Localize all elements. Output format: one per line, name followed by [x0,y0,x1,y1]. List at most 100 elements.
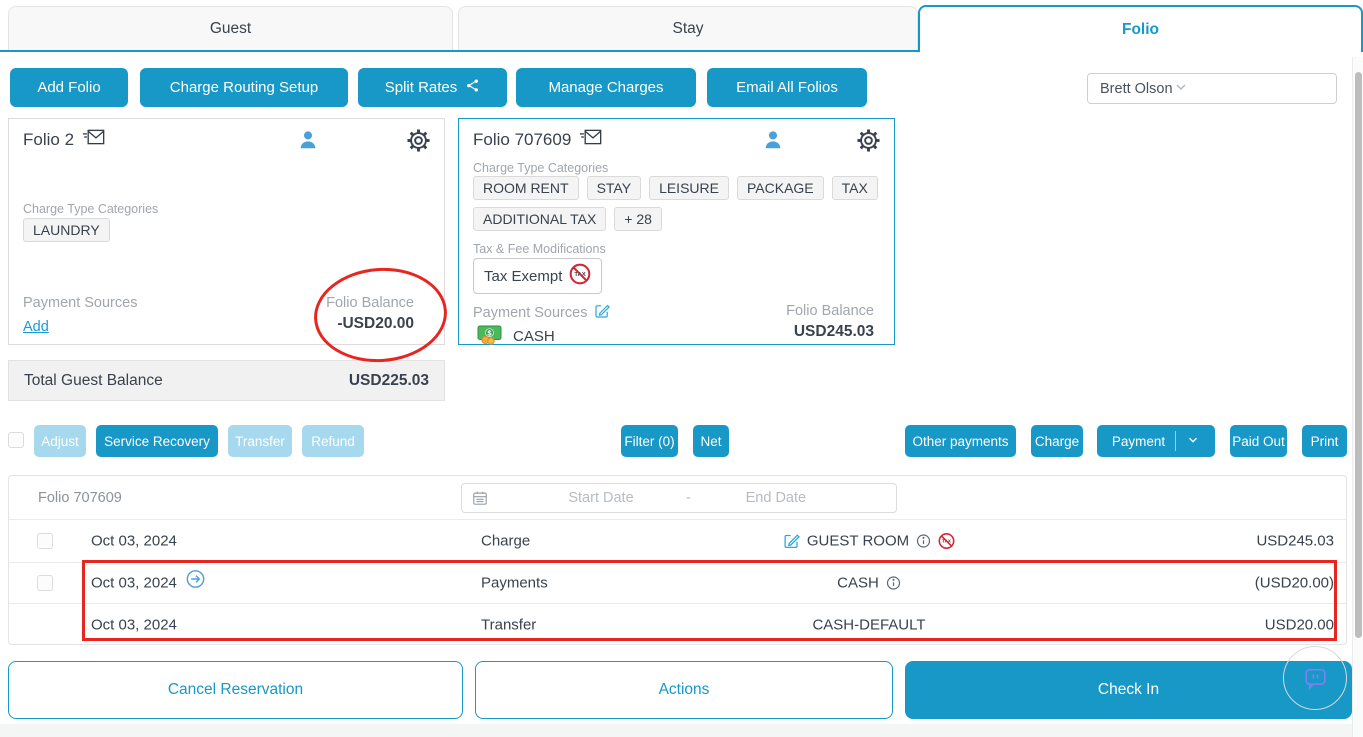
row-checkbox[interactable] [37,575,53,591]
tab-stay[interactable]: Stay [458,6,918,50]
tab-folio-label: Folio [1121,20,1160,38]
tax-exempt-icon: TAX [938,533,955,550]
payment-sources-text: Payment Sources [473,305,588,321]
add-folio-button[interactable]: Add Folio [10,68,128,107]
edit-icon[interactable] [594,303,611,323]
tax-exempt-chip: Tax Exempt TAX [473,258,603,294]
other-payments-label: Other payments [912,433,1009,449]
folio-balance-label: Folio Balance [786,303,874,319]
check-in-button[interactable]: Check In [905,661,1352,719]
tab-guest[interactable]: Guest [8,6,453,50]
print-label: Print [1310,433,1339,449]
end-date-input[interactable] [690,490,861,506]
net-button[interactable]: Net [693,425,729,457]
split-rates-label: Split Rates [384,79,458,96]
gear-icon[interactable] [405,127,432,159]
payment-button[interactable]: Payment [1097,425,1215,457]
transactions-table: Folio 707609 - Oct 03, 2024 Charge GUEST… [8,475,1347,645]
service-recovery-button[interactable]: Service Recovery [96,425,218,457]
actions-button[interactable]: Actions [475,661,893,719]
manage-charges-label: Manage Charges [548,79,664,96]
calendar-icon[interactable] [472,490,488,506]
person-icon[interactable] [297,129,319,156]
folio-balance: Folio Balance USD245.03 [786,303,874,341]
payment-label: Payment [1111,433,1166,449]
guest-selector-value: Brett Olson [1100,80,1173,97]
adjust-button[interactable]: Adjust [34,425,86,457]
guest-selector[interactable]: Brett Olson [1087,73,1337,104]
folio-title-text: Folio 707609 [473,129,572,149]
folio-card-title: Folio 707609 [473,129,602,150]
charge-routing-setup-button[interactable]: Charge Routing Setup [140,68,348,107]
table-row-transfer: Oct 03, 2024 Transfer CASH-DEFAULT USD20… [9,604,1346,645]
manage-charges-button[interactable]: Manage Charges [516,68,696,107]
filter-label: Filter (0) [624,433,675,449]
row-checkbox[interactable] [37,533,53,549]
refund-label: Refund [311,433,355,449]
split-rates-button[interactable]: Split Rates [358,68,507,107]
net-label: Net [700,433,722,449]
payment-split-divider [1175,431,1177,451]
circle-arrow-icon[interactable] [186,570,205,589]
charge-button[interactable]: Charge [1031,425,1083,457]
cash-icon: $ [477,324,504,349]
payment-sources-label: Payment Sources [473,303,611,323]
other-payments-button[interactable]: Other payments [905,425,1016,457]
table-folio-label: Folio 707609 [38,489,122,506]
transfer-button[interactable]: Transfer [228,425,292,457]
cancel-reservation-button[interactable]: Cancel Reservation [8,661,463,719]
person-icon[interactable] [762,129,784,156]
gear-icon[interactable] [855,127,882,159]
tax-exempt-label: Tax Exempt [484,267,563,285]
envelope-icon[interactable] [82,129,105,150]
category-chip-list: ROOM RENT STAY LEISURE PACKAGE TAX ADDITIONAL… [473,176,880,231]
row-description: GUEST ROOM TAX [649,533,1089,550]
folio-card-2: Folio 2 Charge Type Categories LAUNDRY P… [8,118,445,345]
folio-balance-value: -USD20.00 [337,315,414,332]
info-icon[interactable] [916,534,931,549]
add-payment-source-link[interactable]: Add [23,319,49,335]
folio-title-text: Folio 2 [23,129,75,149]
charge-routing-label: Charge Routing Setup [169,79,319,96]
row-date: Oct 03, 2024 [91,570,205,593]
row-date: Oct 03, 2024 [91,616,177,633]
chevron-down-icon[interactable] [1186,433,1200,450]
category-chip: TAX [831,176,878,200]
cancel-reservation-label: Cancel Reservation [167,681,304,698]
row-date-text: Oct 03, 2024 [91,574,177,592]
row-type: Payments [481,574,548,592]
total-guest-balance-value: USD225.03 [348,371,429,389]
tax-exempt-icon: TAX [569,263,591,289]
scrollbar-thumb[interactable] [1355,72,1362,638]
transactions-table-header: Folio 707609 - [9,476,1346,520]
scrollbar-track[interactable] [1352,57,1363,737]
total-guest-balance-bar: Total Guest Balance USD225.03 [8,360,445,401]
date-range-picker[interactable]: - [461,483,897,513]
envelope-icon[interactable] [579,129,602,150]
start-date-input[interactable] [516,490,686,506]
email-all-folios-button[interactable]: Email All Folios [707,68,867,107]
table-row-charge: Oct 03, 2024 Charge GUEST ROOM TAX USD24… [9,520,1346,563]
select-all-checkbox[interactable] [8,432,24,448]
tab-stay-label: Stay [672,19,704,37]
category-chip: + 28 [614,207,662,231]
feedback-button[interactable] [1283,646,1347,710]
charge-type-categories-label: Charge Type Categories [23,202,159,216]
folio-card-title: Folio 2 [23,129,105,150]
row-amount: USD245.03 [1256,532,1334,550]
paid-out-button[interactable]: Paid Out [1230,425,1287,457]
refund-button[interactable]: Refund [302,425,364,457]
row-description-text: CASH-DEFAULT [812,616,926,633]
svg-text:$: $ [487,328,492,337]
info-icon[interactable] [886,576,901,591]
filter-button[interactable]: Filter (0) [621,425,678,457]
edit-icon[interactable] [783,533,800,550]
paid-out-label: Paid Out [1232,433,1285,449]
category-chip: ROOM RENT [473,176,579,200]
folio-balance-value: USD245.03 [793,323,874,340]
share-icon [465,78,480,97]
row-type: Charge [481,532,531,550]
tab-folio[interactable]: Folio [918,5,1363,52]
category-chip: STAY [586,176,642,200]
print-button[interactable]: Print [1302,425,1347,457]
